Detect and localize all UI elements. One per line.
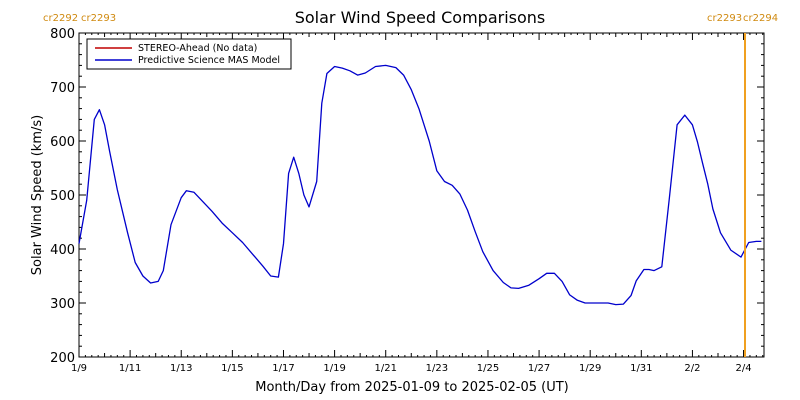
y-tick-label: 500: [50, 189, 75, 204]
y-tick-label: 700: [50, 81, 75, 96]
x-tick-label: 1/25: [477, 363, 499, 374]
legend: STEREO-Ahead (No data) Predictive Scienc…: [86, 38, 292, 70]
x-tick-label: 1/9: [71, 363, 87, 374]
y-tick-label: 200: [50, 351, 75, 366]
chart-title: Solar Wind Speed Comparisons: [295, 8, 546, 27]
legend-box: [86, 38, 292, 70]
y-tick-label: 300: [50, 297, 75, 312]
rotation-label-left-1: cr2292: [43, 13, 78, 24]
y-tick-label: 600: [50, 135, 75, 150]
plot-frame: [78, 32, 765, 358]
y-tick-label: 400: [50, 243, 75, 258]
x-tick-label: 2/2: [684, 363, 700, 374]
y-tick-label: 800: [50, 27, 75, 42]
mas-model-line: [78, 64, 762, 306]
x-tick-label: 1/15: [221, 363, 243, 374]
rotation-label-right-2: cr2294: [743, 13, 778, 24]
x-tick-label: 1/19: [323, 363, 345, 374]
x-tick-label: 1/31: [630, 363, 652, 374]
rotation-label-right-1: cr2293: [707, 13, 742, 24]
x-tick-label: 1/13: [170, 363, 192, 374]
x-tick-label: 1/11: [119, 363, 141, 374]
x-tick-label: 1/21: [374, 363, 396, 374]
legend-label-stereo: STEREO-Ahead (No data): [138, 43, 257, 54]
x-tick-label: 1/17: [272, 363, 294, 374]
legend-label-mas: Predictive Science MAS Model: [138, 55, 280, 66]
x-tick-label: 1/29: [579, 363, 601, 374]
x-axis-label: Month/Day from 2025-01-09 to 2025-02-05 …: [255, 380, 568, 395]
x-tick-label: 1/27: [528, 363, 550, 374]
x-tick-label: 2/4: [736, 363, 752, 374]
y-axis-label: Solar Wind Speed (km/s): [30, 115, 45, 275]
rotation-label-left-2: cr2293: [81, 13, 116, 24]
x-tick-label: 1/23: [426, 363, 448, 374]
